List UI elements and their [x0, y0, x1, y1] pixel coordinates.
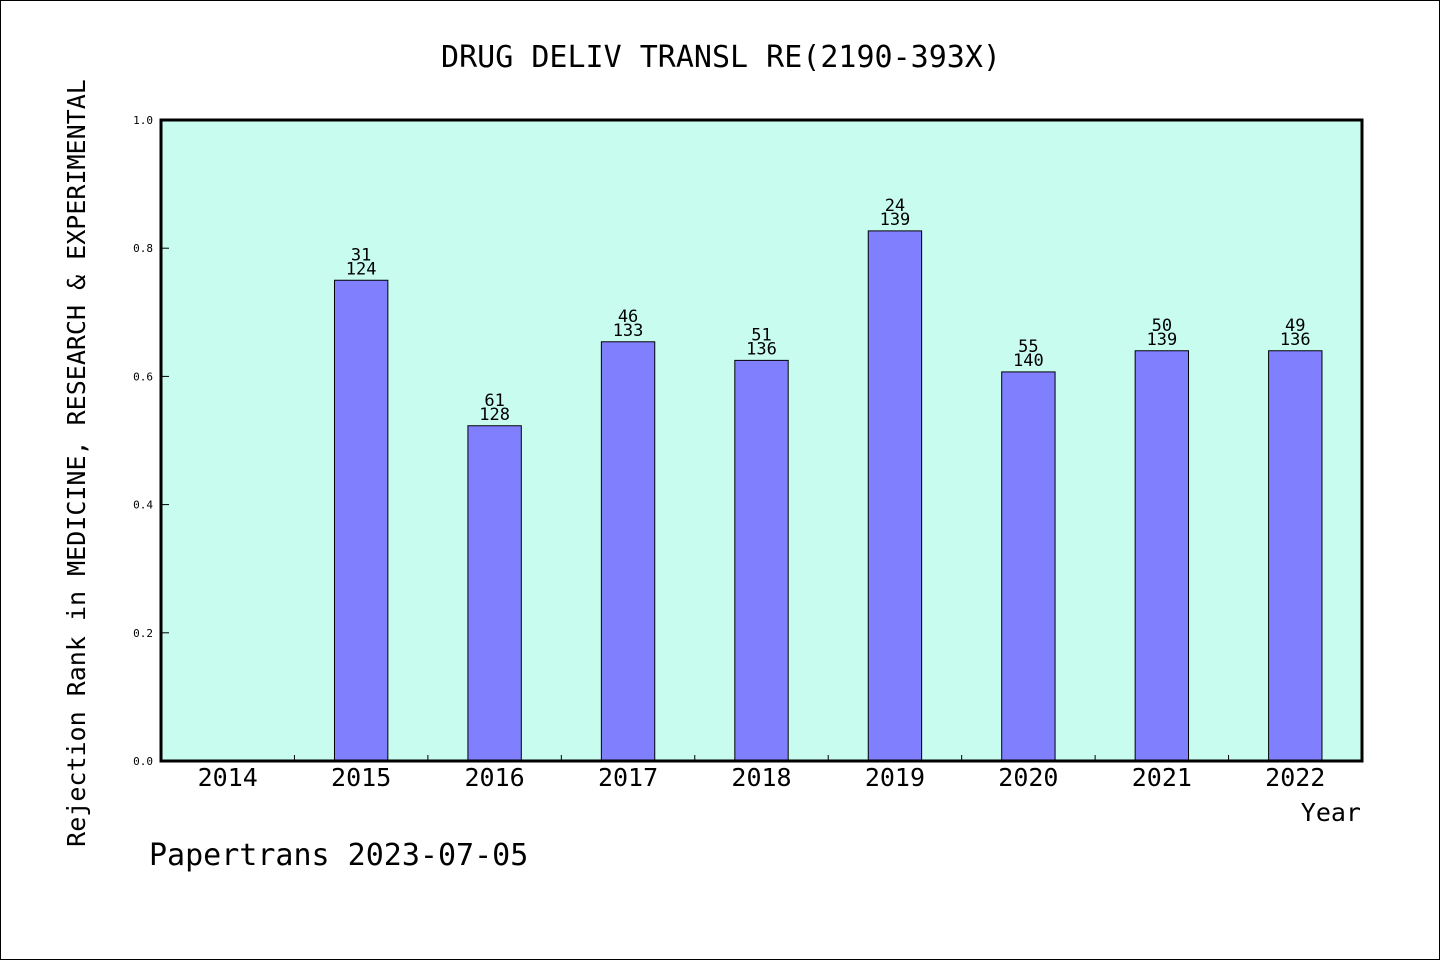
bar-2020: [1001, 371, 1056, 762]
bar-total-label: 136: [746, 339, 777, 359]
y-tick-label: 1.0: [133, 114, 153, 127]
bar-total-label: 139: [1146, 330, 1177, 350]
bar-2017: [600, 341, 656, 762]
bar-total-label: 140: [1013, 351, 1044, 371]
bar-total-label: 128: [479, 405, 510, 425]
bar-rank-label: 50: [1152, 316, 1172, 336]
bar-rank-label: 31: [351, 245, 371, 265]
y-axis-ticks: 0.0 0.2 0.4 0.6 0.8 1.0: [133, 114, 169, 768]
bar-rank-label: 24: [885, 196, 905, 216]
x-axis-ticks: 2014 2015 2016 2017 2018 2019 2020 2021 2022: [198, 755, 1325, 792]
x-tick-label: 2016: [465, 763, 525, 792]
bar-2019: [867, 230, 923, 762]
x-tick-label: 2018: [731, 763, 791, 792]
bar-rank-label: 55: [1018, 337, 1038, 357]
watermark-text: Papertrans 2023-07-05: [149, 838, 528, 873]
x-axis-label: Year: [1301, 798, 1361, 827]
y-tick-label: 0.8: [133, 242, 153, 255]
bar-total-label: 133: [613, 321, 644, 341]
y-tick-label: 0.0: [133, 755, 153, 768]
bar-rank-label: 46: [618, 307, 638, 327]
x-tick-label: 2015: [331, 763, 391, 792]
bar-rank-label: 49: [1285, 316, 1305, 336]
bar-rank-label: 61: [484, 391, 504, 411]
y-tick-label: 0.4: [133, 499, 153, 512]
x-tick-label: 2022: [1265, 763, 1325, 792]
bar-2018: [734, 359, 789, 762]
bar-2016: [467, 425, 522, 762]
bar-2022: [1268, 350, 1323, 762]
x-tick-label: 2017: [598, 763, 658, 792]
bar-total-label: 139: [880, 210, 911, 230]
bar-2015: [333, 279, 389, 762]
x-tick-label: 2020: [998, 763, 1058, 792]
bar-series: [333, 230, 1323, 762]
x-tick-label: 2014: [198, 763, 258, 792]
y-tick-label: 0.2: [133, 627, 153, 640]
bar-total-label: 136: [1280, 330, 1311, 350]
chart-title: DRUG DELIV TRANSL RE(2190-393X): [441, 40, 1001, 75]
y-axis-label: Rejection Rank in MEDICINE, RESEARCH & E…: [62, 79, 91, 847]
plot-border: [159, 118, 1364, 763]
x-tick-label: 2019: [865, 763, 925, 792]
bar-total-label: 124: [346, 259, 377, 279]
y-tick-label: 0.6: [133, 370, 153, 383]
x-tick-label: 2021: [1132, 763, 1192, 792]
bar-rank-label: 51: [751, 325, 771, 345]
bar-2021: [1134, 350, 1190, 762]
